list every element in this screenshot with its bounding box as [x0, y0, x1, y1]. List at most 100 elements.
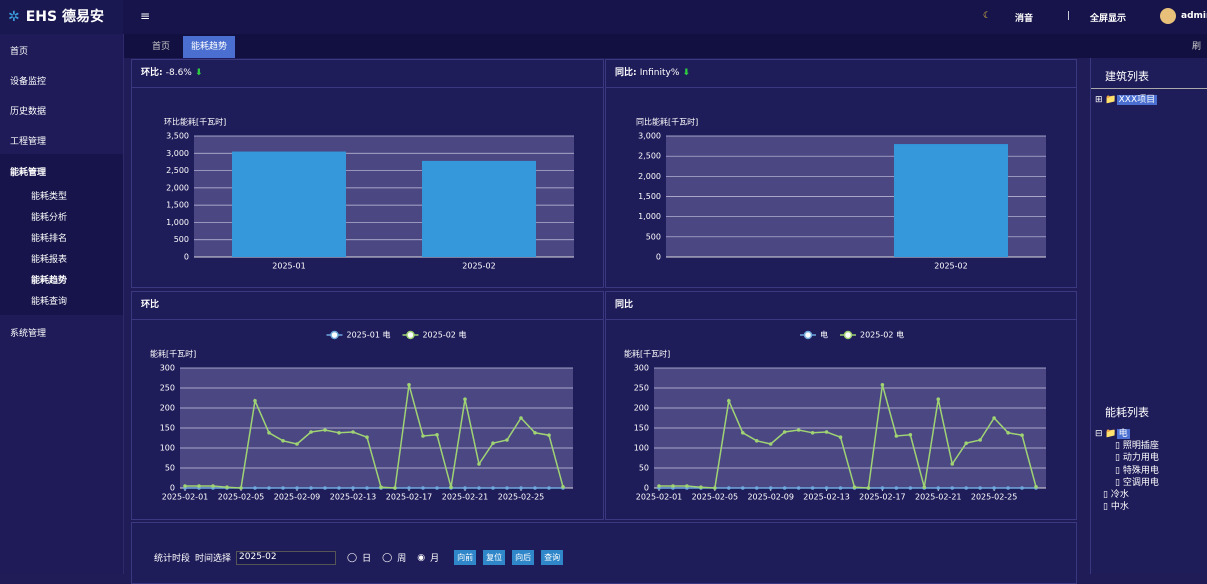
tree-others: ▯ 冷水 ▯ 中水: [1103, 489, 1129, 514]
tree-node[interactable]: ▯ 冷水: [1103, 490, 1129, 500]
user[interactable]: admin: [1181, 11, 1207, 21]
tree-label[interactable]: 中水: [1110, 502, 1129, 513]
point: [295, 442, 299, 446]
submenu-item[interactable]: 能耗报表: [31, 255, 68, 265]
label: 时间选择: [195, 554, 232, 564]
bar: [422, 160, 536, 257]
y-tick-label: 300: [160, 364, 175, 373]
tree-node[interactable]: ▯ 空调用电: [1115, 477, 1159, 488]
submenu-item[interactable]: 能耗分析: [31, 213, 68, 223]
tab[interactable]: 首页: [152, 42, 171, 52]
legend-marker: [843, 330, 853, 340]
point: [810, 431, 815, 435]
point: [561, 485, 565, 489]
y-tick-label: 100: [634, 444, 649, 453]
tree-node[interactable]: ⊞ 📁 XXX项目: [1095, 95, 1158, 105]
submenu-item[interactable]: 能耗趋势: [31, 276, 68, 286]
point: [852, 485, 857, 489]
menu-item[interactable]: 历史数据: [10, 107, 47, 117]
tree-label[interactable]: 电: [1116, 429, 1130, 439]
tree-node[interactable]: ▯ 照明插座: [1115, 441, 1159, 451]
y-tick-label: 3,500: [166, 132, 189, 141]
point: [533, 431, 537, 435]
submenu-item[interactable]: 能耗查询: [31, 297, 68, 307]
menu-toggle[interactable]: ≡: [140, 9, 151, 23]
menu-group[interactable]: 能耗管理: [10, 168, 47, 178]
tab-active[interactable]: 能耗趋势: [183, 36, 236, 58]
x-tick-label: 2025-02-09: [274, 493, 321, 502]
button[interactable]: 查询: [541, 550, 564, 565]
point: [796, 428, 801, 432]
tree-node[interactable]: ▯ 中水: [1103, 502, 1129, 513]
radio[interactable]: 周: [397, 554, 407, 564]
x-tick-label: 2025-02-17: [859, 493, 906, 502]
mute[interactable]: 消音: [1015, 14, 1034, 24]
point: [1006, 486, 1010, 490]
theme-icon[interactable]: ☾: [983, 11, 992, 21]
point: [421, 486, 425, 490]
y-tick-label: 500: [646, 232, 661, 241]
legend-label: 2025-01 电: [347, 330, 391, 340]
tree-label[interactable]: 照明插座: [1122, 441, 1159, 451]
y-tick-label: 250: [160, 384, 175, 393]
avatar[interactable]: [1160, 8, 1176, 24]
tree-label[interactable]: 动力用电: [1122, 453, 1159, 464]
button[interactable]: 向前: [454, 550, 477, 565]
point: [810, 486, 815, 490]
legend-label: 2025-02 电: [422, 330, 466, 340]
logo[interactable]: ✲ EHS 德易安: [0, 0, 123, 34]
logo-text: EHS 德易安: [25, 9, 104, 25]
tree-node[interactable]: ▯ 动力用电: [1115, 453, 1159, 464]
radio[interactable]: 日: [362, 554, 372, 564]
point: [992, 416, 996, 420]
point: [740, 486, 745, 490]
y-tick-label: 0: [656, 253, 661, 262]
panel-value: -8.6%: [165, 68, 192, 78]
point: [351, 486, 355, 490]
y-tick-label: 100: [160, 444, 175, 453]
time-input[interactable]: 2025-02: [236, 550, 337, 565]
tree-node[interactable]: ⊟ 📁 电: [1095, 429, 1130, 439]
tree-label[interactable]: 特殊用电: [1122, 465, 1159, 476]
point: [267, 486, 271, 490]
x-tick-label: 2025-02-21: [442, 493, 489, 502]
radio[interactable]: 月: [430, 554, 440, 564]
x-tick-label: 2025-02-01: [636, 493, 683, 502]
refresh[interactable]: 刷新: [1192, 42, 1202, 74]
y-tick-label: 1,000: [166, 218, 189, 227]
tree-label[interactable]: XXX项目: [1116, 95, 1158, 105]
point: [477, 462, 481, 466]
point: [1034, 485, 1038, 489]
point: [183, 484, 187, 488]
point: [491, 486, 495, 490]
tree-node[interactable]: ▯ 特殊用电: [1115, 465, 1159, 476]
y-tick-label: 50: [165, 464, 175, 473]
button[interactable]: 复位: [483, 550, 506, 565]
submenu-item[interactable]: 能耗排名: [31, 234, 68, 244]
menu-item[interactable]: 首页: [10, 47, 29, 57]
point: [323, 428, 327, 432]
point: [547, 433, 551, 437]
point: [477, 486, 481, 490]
x-tick-label: 2025-02-17: [386, 493, 433, 502]
y-tick-label: 2,000: [166, 183, 189, 192]
tree-label[interactable]: 空调用电: [1122, 477, 1159, 488]
point: [1020, 486, 1024, 490]
tree-label[interactable]: 冷水: [1110, 490, 1129, 500]
chart: 能耗[千瓦时] 0 50 100 150 200 250 300 2025-02-01 2025-…: [150, 330, 573, 502]
point: [505, 438, 509, 442]
point: [685, 484, 689, 488]
fullscreen[interactable]: 全屏显示: [1090, 14, 1127, 24]
point: [880, 486, 885, 490]
button[interactable]: 向后: [512, 550, 535, 565]
point: [519, 416, 523, 420]
point: [964, 441, 968, 445]
point: [866, 486, 871, 490]
point: [337, 486, 341, 490]
menu-item[interactable]: 设备监控: [10, 77, 47, 87]
submenu-item[interactable]: 能耗类型: [31, 192, 68, 202]
menu-item[interactable]: 系统管理: [10, 329, 47, 339]
menu-item[interactable]: 工程管理: [10, 137, 47, 147]
point: [267, 431, 271, 435]
y-tick-label: 1,500: [166, 201, 189, 210]
